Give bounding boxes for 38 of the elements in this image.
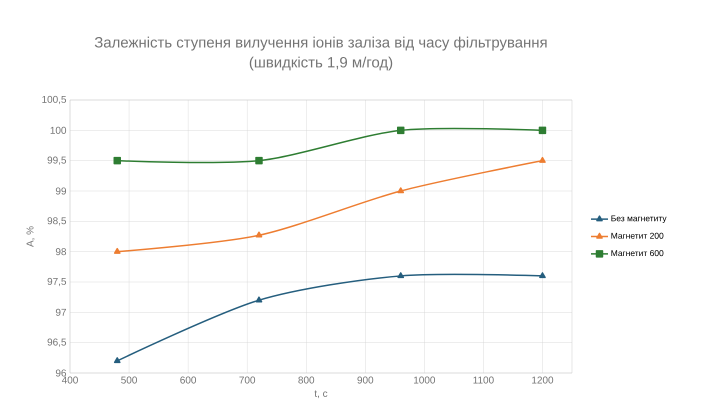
x-tick-label: 1000	[414, 376, 436, 384]
legend-label: Без магнетиту	[611, 215, 667, 224]
x-tick-label: 800	[298, 376, 314, 384]
y-axis-title: A, %	[26, 226, 35, 248]
point	[397, 272, 404, 278]
y-tick-label: 98,5	[48, 217, 66, 226]
y-tick-label: 99,5	[48, 156, 66, 165]
point	[396, 126, 404, 134]
x-tick-label: 1100	[473, 376, 494, 384]
legend-label: Магнетит 600	[611, 250, 664, 256]
y-tick-label: 97	[56, 308, 66, 316]
x-tick-label: 600	[180, 376, 196, 384]
x-tick-label: 500	[121, 376, 137, 384]
point	[539, 272, 546, 278]
y-tick-label: 99	[56, 187, 66, 195]
point	[538, 126, 546, 134]
legend-label: Магнетит 200	[611, 232, 664, 239]
point	[114, 248, 121, 254]
x-tick-label: 700	[239, 376, 256, 384]
y-tick-label: 96,5	[48, 338, 66, 347]
y-tick-label: 100	[50, 126, 66, 134]
point	[114, 156, 121, 164]
x-tick-label: 400	[62, 376, 78, 384]
y-tick-label: 98	[56, 248, 66, 256]
y-tick-label: 100,5	[42, 96, 66, 104]
point	[255, 156, 263, 164]
point	[539, 156, 546, 163]
point	[256, 296, 262, 302]
point	[397, 187, 404, 194]
x-tick-label: 1200	[532, 376, 554, 384]
point	[114, 357, 121, 364]
y-tick-label: 96	[56, 369, 66, 377]
y-tick-label: 97,5	[48, 278, 66, 286]
chart-title: Залежність ступеня вилучення іонів заліза від часу фільтрування	[94, 36, 547, 51]
x-tick-label: 900	[357, 376, 374, 384]
chart-subtitle: (швидкість 1,9 м/год)	[250, 56, 392, 71]
point	[256, 232, 262, 238]
x-axis-title: t, c	[314, 390, 328, 398]
